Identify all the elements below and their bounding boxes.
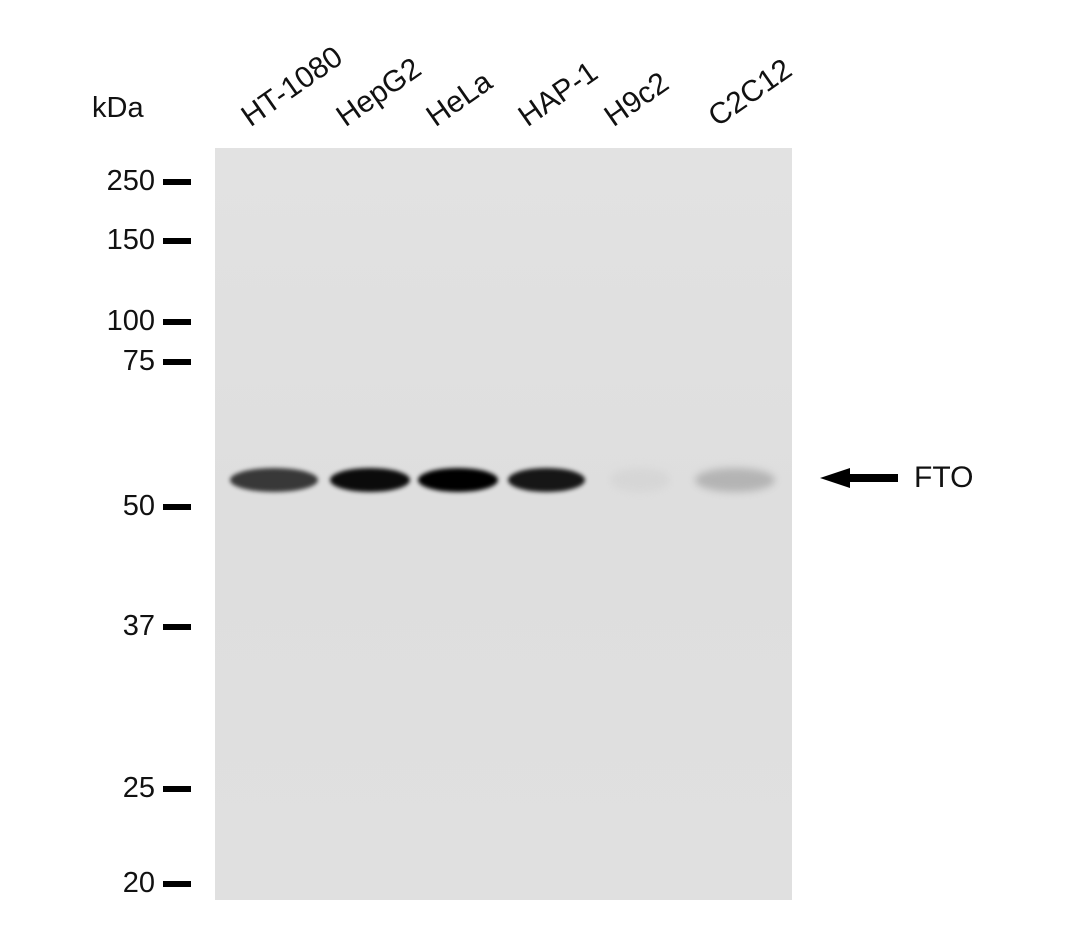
- lane-label: HAP-1: [512, 55, 604, 134]
- marker-tick: [163, 319, 191, 325]
- marker-label: 75: [122, 345, 155, 377]
- marker-tick: [163, 624, 191, 630]
- protein-band: [695, 468, 775, 492]
- marker-tick: [163, 786, 191, 792]
- marker-label: 20: [122, 867, 155, 899]
- marker-tick: [163, 881, 191, 887]
- blot-membrane: [215, 148, 792, 900]
- lane-label: H9c2: [598, 65, 675, 134]
- protein-band: [508, 468, 585, 492]
- unit-label: kDa: [92, 92, 144, 124]
- arrow-left-icon: [820, 468, 898, 488]
- marker-tick: [163, 504, 191, 510]
- marker-label: 150: [106, 224, 155, 256]
- marker-label: 250: [106, 165, 155, 197]
- marker-label: 37: [122, 610, 155, 642]
- marker-tick: [163, 179, 191, 185]
- lane-label: HT-1080: [235, 40, 349, 134]
- marker-label: 100: [106, 305, 155, 337]
- protein-band: [230, 468, 318, 492]
- protein-band: [418, 468, 498, 492]
- protein-band: [330, 468, 410, 492]
- marker-tick: [163, 359, 191, 365]
- marker-tick: [163, 238, 191, 244]
- protein-band: [610, 468, 670, 492]
- marker-label: 50: [122, 490, 155, 522]
- lane-label: HeLa: [420, 65, 499, 134]
- marker-label: 25: [122, 772, 155, 804]
- target-label: FTO: [914, 461, 974, 494]
- lane-label: C2C12: [702, 52, 798, 134]
